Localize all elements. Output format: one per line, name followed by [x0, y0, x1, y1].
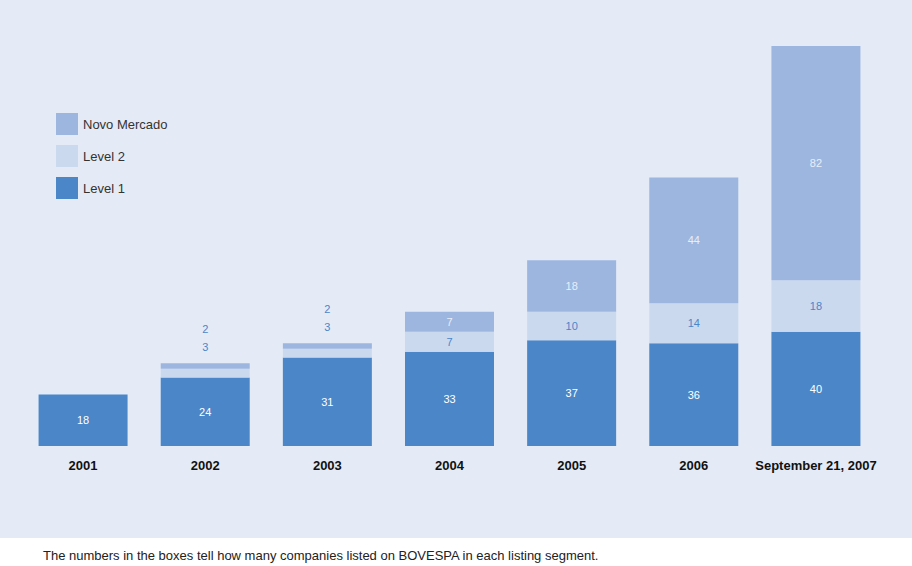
- svg-text:40: 40: [810, 383, 822, 395]
- svg-text:24: 24: [199, 406, 211, 418]
- svg-text:Level 2: Level 2: [83, 149, 125, 164]
- svg-text:September 21, 2007: September 21, 2007: [755, 458, 876, 473]
- svg-text:36: 36: [688, 389, 700, 401]
- svg-text:3: 3: [202, 341, 208, 353]
- svg-text:18: 18: [566, 280, 578, 292]
- svg-text:2002: 2002: [191, 458, 220, 473]
- svg-text:37: 37: [566, 387, 578, 399]
- svg-text:7: 7: [446, 336, 452, 348]
- svg-text:2006: 2006: [679, 458, 708, 473]
- svg-text:2003: 2003: [313, 458, 342, 473]
- svg-text:Novo Mercado: Novo Mercado: [83, 117, 168, 132]
- svg-text:2005: 2005: [557, 458, 586, 473]
- svg-text:18: 18: [77, 414, 89, 426]
- svg-text:2001: 2001: [69, 458, 98, 473]
- svg-text:2004: 2004: [435, 458, 465, 473]
- svg-text:3: 3: [324, 321, 330, 333]
- svg-text:18: 18: [810, 300, 822, 312]
- svg-text:44: 44: [688, 234, 700, 246]
- svg-text:2: 2: [202, 323, 208, 335]
- svg-text:Level 1: Level 1: [83, 181, 125, 196]
- svg-text:The numbers in the boxes tell: The numbers in the boxes tell how many c…: [43, 548, 598, 563]
- svg-text:33: 33: [443, 393, 455, 405]
- svg-text:14: 14: [688, 317, 700, 329]
- svg-text:31: 31: [321, 396, 333, 408]
- svg-text:7: 7: [446, 316, 452, 328]
- svg-text:2: 2: [324, 303, 330, 315]
- svg-text:82: 82: [810, 157, 822, 169]
- svg-text:10: 10: [566, 320, 578, 332]
